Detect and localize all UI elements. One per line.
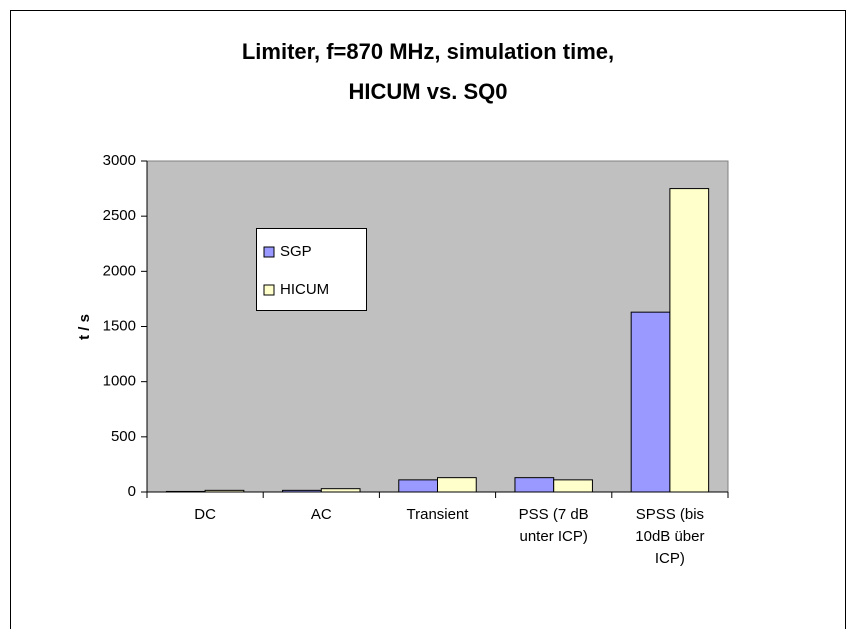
bar: [553, 479, 593, 493]
bar: [630, 311, 671, 493]
legend-label: HICUM: [280, 281, 329, 298]
bar: [437, 477, 477, 493]
x-tick-label: SPSS (bis 10dB über ICP): [635, 506, 705, 567]
x-tick-label: DC: [194, 506, 216, 523]
bar: [398, 479, 438, 493]
y-tick-label: 3000: [103, 152, 136, 169]
bar: [514, 477, 555, 493]
legend-label: SGP: [280, 243, 312, 260]
legend-swatch: [263, 246, 275, 258]
bar: [669, 188, 710, 493]
y-tick-label: 0: [128, 483, 136, 500]
legend: [256, 228, 367, 311]
x-tick-label: AC: [310, 506, 332, 523]
y-tick-label: 2500: [103, 207, 136, 224]
y-tick-label: 1000: [103, 373, 136, 390]
chart-title: Limiter, f=870 MHz, simulation time, HIC…: [241, 39, 615, 104]
y-tick-label: 1500: [103, 317, 136, 334]
y-axis-label: t / s: [76, 314, 93, 340]
y-tick-label: 2000: [103, 262, 136, 279]
x-tick-label: Transient: [406, 506, 469, 523]
y-tick-label: 500: [111, 428, 136, 445]
legend-swatch: [263, 284, 275, 296]
x-tick-label: PSS (7 dB unter ICP): [518, 506, 589, 545]
